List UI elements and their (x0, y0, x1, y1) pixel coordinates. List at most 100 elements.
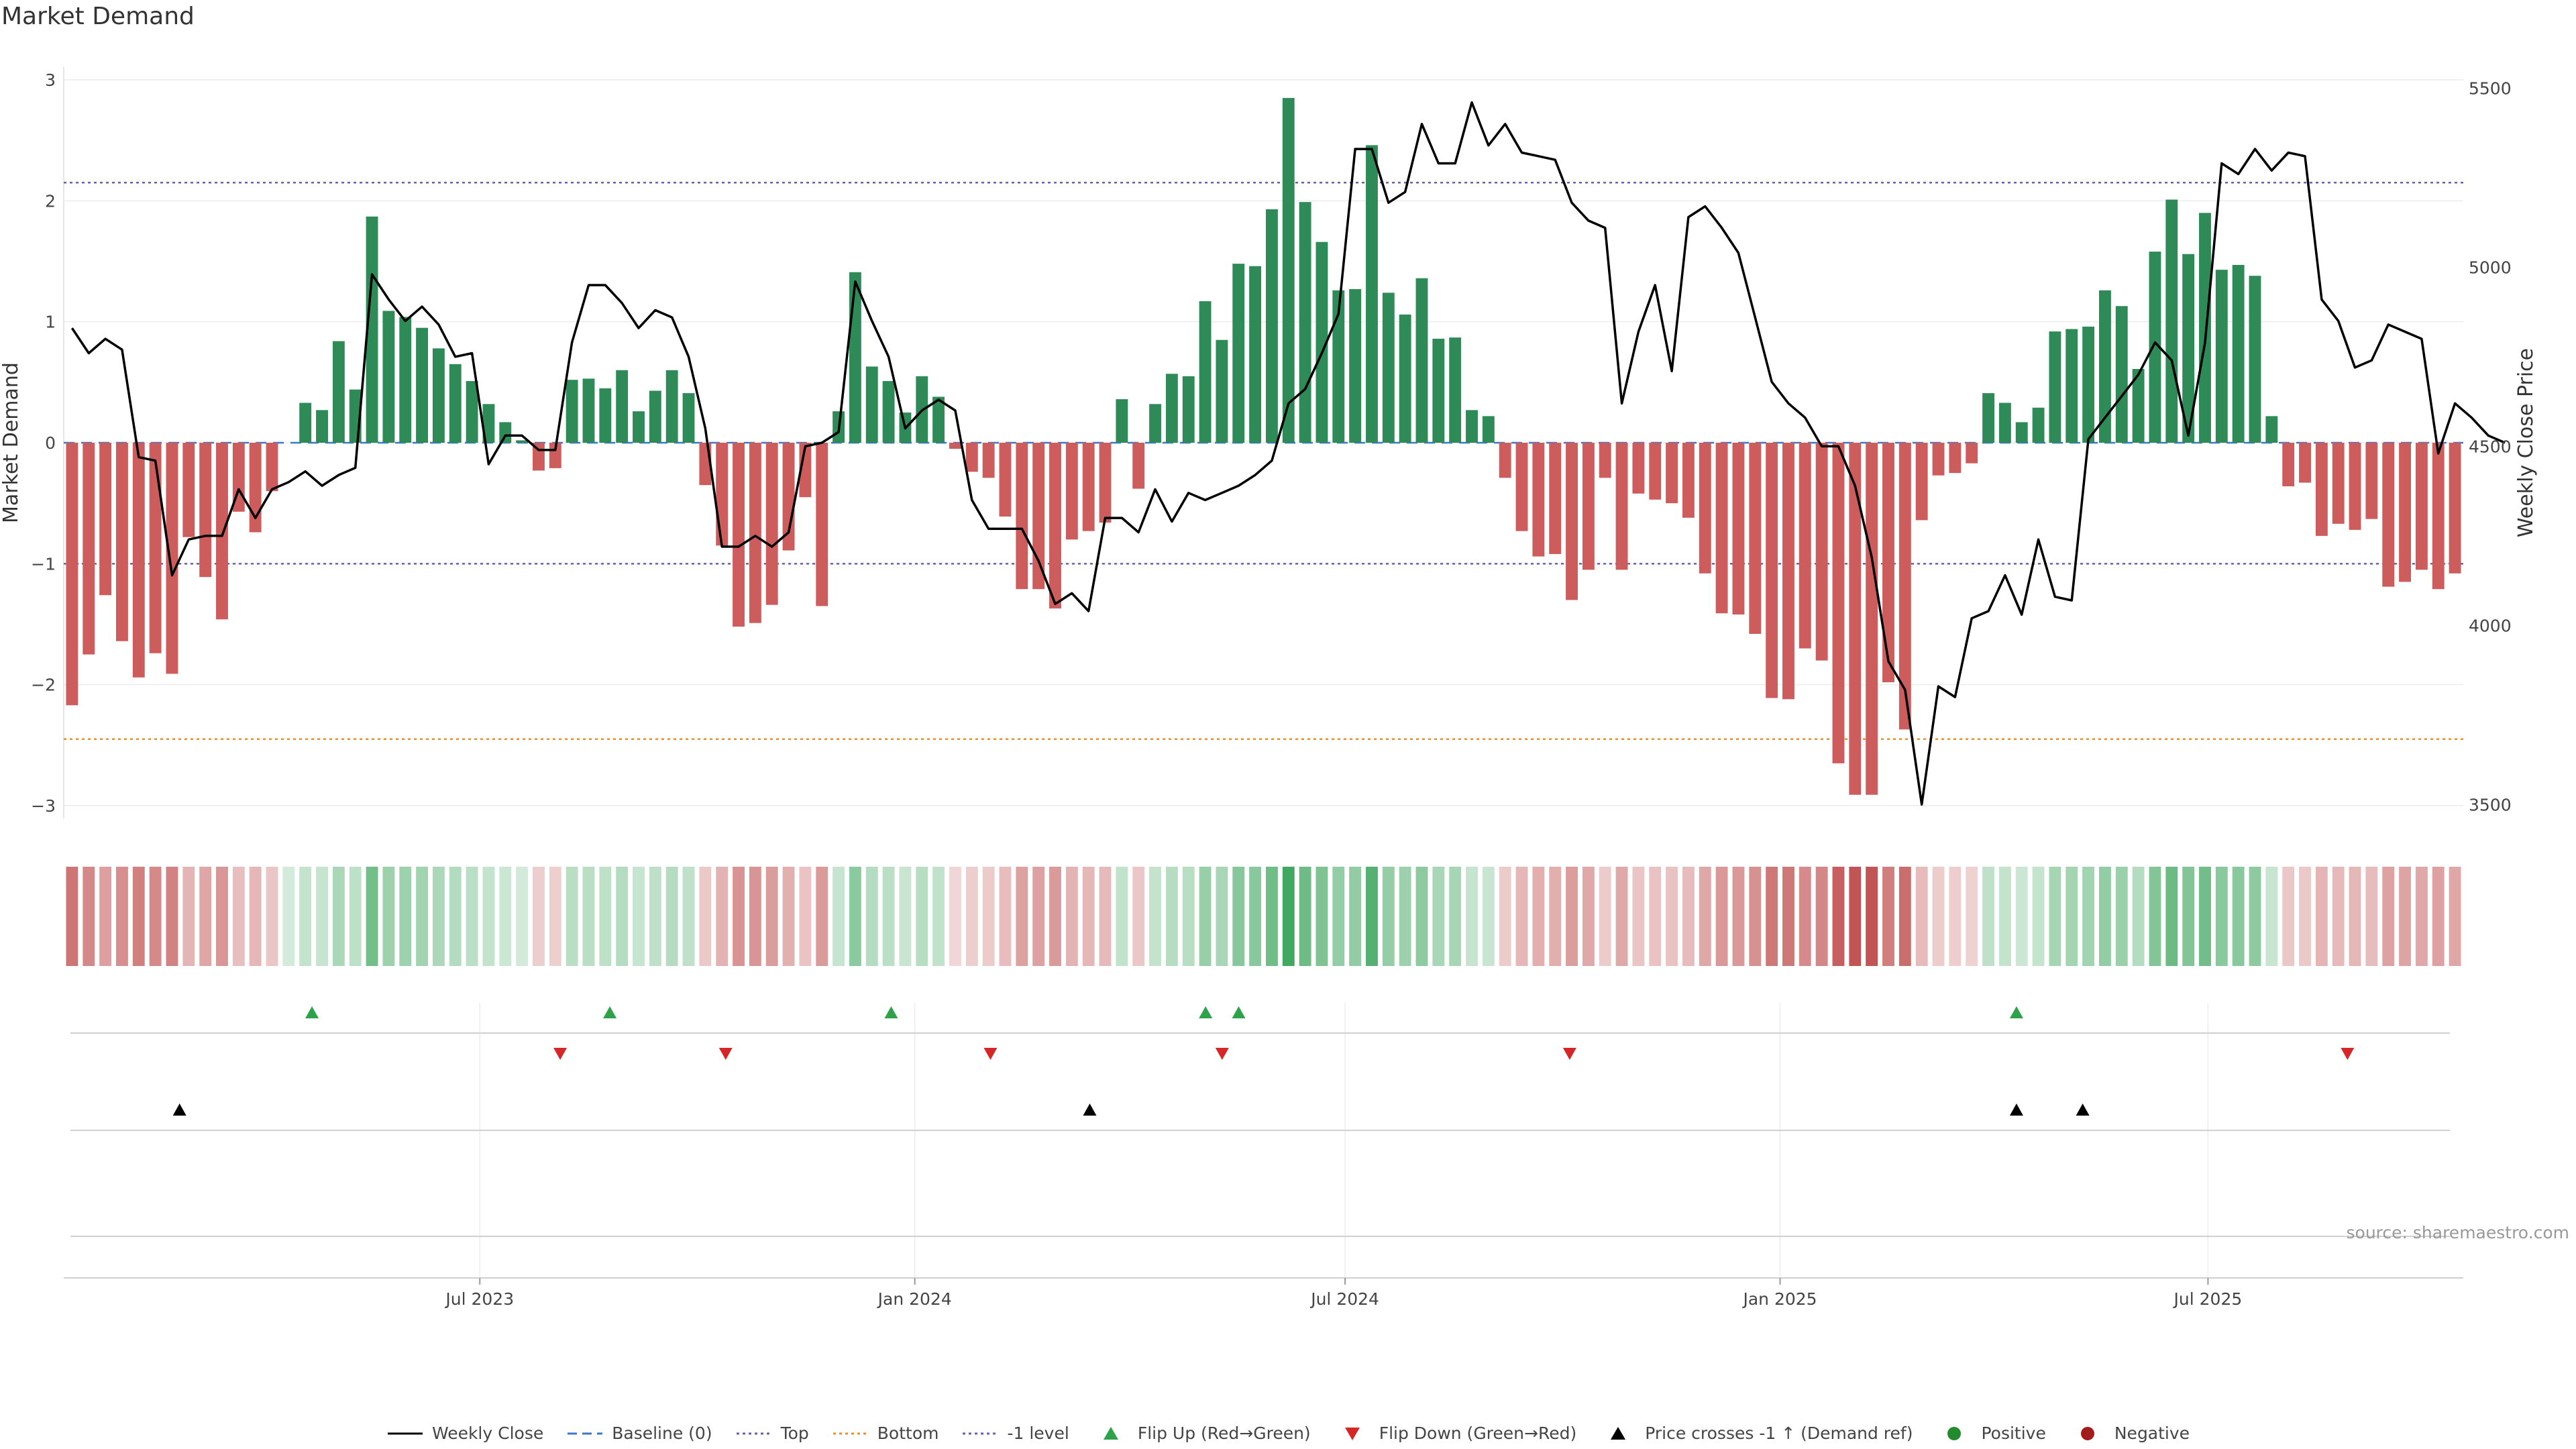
demand-bar (999, 443, 1012, 517)
demand-bar (382, 311, 395, 443)
heat-cell (1815, 867, 1828, 966)
demand-bar (2332, 443, 2345, 524)
left-tick-label: −3 (31, 796, 56, 816)
demand-bar (1032, 443, 1045, 590)
demand-bar (1832, 443, 1845, 763)
heat-cell (1649, 867, 1662, 966)
demand-bar (1299, 202, 1311, 443)
demand-bar (1615, 443, 1628, 570)
demand-bar (2382, 443, 2395, 587)
demand-bar (816, 443, 828, 606)
demand-bar (1366, 145, 1378, 443)
dotted-line-icon (963, 1432, 998, 1434)
heat-cell (982, 867, 995, 966)
reference-lines (64, 182, 2463, 741)
heat-cell (2082, 867, 2095, 966)
flip-up-marker (1232, 1006, 1246, 1018)
demand-bar (2299, 443, 2311, 483)
heat-cell (2432, 867, 2445, 966)
heat-cell (999, 867, 1012, 966)
heat-cell (1515, 867, 1528, 966)
demand-bar (2399, 443, 2412, 582)
demand-bar (1898, 443, 1911, 730)
legend-item: Baseline (0) (566, 1424, 712, 1443)
heat-cell (1249, 867, 1262, 966)
heat-cell (1832, 867, 1845, 966)
demand-bar (99, 443, 112, 596)
demand-bar (482, 404, 495, 443)
heat-cell (1882, 867, 1894, 966)
demand-bar (1849, 443, 1862, 795)
heat-cell (1382, 867, 1395, 966)
heat-cell (1632, 867, 1645, 966)
flip-down-marker (718, 1048, 733, 1060)
demand-bar (1065, 443, 1078, 540)
demand-bar (882, 381, 895, 443)
heat-cell (1599, 867, 1611, 966)
heat-cell (1782, 867, 1794, 966)
solid-line-icon (387, 1432, 423, 1434)
demand-bar (1349, 288, 1362, 443)
x-tick-label: Jul 2024 (1309, 1289, 1379, 1309)
heat-cell (899, 867, 912, 966)
demand-bar (2182, 254, 2195, 443)
demand-bar (865, 366, 878, 443)
demand-bar (2132, 369, 2145, 443)
demand-bar (1666, 443, 1678, 504)
left-tick-label: 3 (45, 70, 56, 90)
heat-cell (1165, 867, 1178, 966)
heat-cell (1732, 867, 1745, 966)
heat-cell (1982, 867, 1994, 966)
heat-cell (199, 867, 212, 966)
heat-cell (1699, 867, 1711, 966)
demand-bar (366, 216, 378, 443)
circle-icon (1947, 1426, 1962, 1440)
heat-cell (1766, 867, 1778, 966)
legend-label: Negative (2114, 1424, 2190, 1443)
demand-bar (1582, 443, 1595, 570)
left-tick-label: 1 (45, 313, 56, 332)
demand-bar (633, 411, 645, 443)
demand-bar (2415, 443, 2428, 570)
demand-bar (66, 443, 78, 706)
heat-cell (2282, 867, 2295, 966)
demand-bar (2365, 443, 2378, 519)
x-tick-label: Jan 2024 (877, 1289, 952, 1309)
demand-bar (1265, 209, 1278, 443)
chart-title: Market Demand (1, 3, 195, 30)
demand-bar (765, 443, 778, 605)
heat-cell (549, 867, 561, 966)
heat-cell (716, 867, 729, 966)
heat-cell (149, 867, 162, 966)
demand-bar (2232, 264, 2245, 443)
legend-item: Weekly Close (386, 1424, 543, 1443)
heat-cell (733, 867, 745, 966)
heat-cell (1049, 867, 1061, 966)
legend-label: Flip Down (Green→Red) (1379, 1424, 1577, 1443)
heat-cell (2098, 867, 2111, 966)
heat-cell (2449, 867, 2461, 966)
heat-cell (649, 867, 661, 966)
heat-cell (949, 867, 961, 966)
heat-cell (633, 867, 645, 966)
demand-bar (1799, 443, 1811, 649)
demand-bar (1715, 443, 1728, 614)
legend-item: Flip Down (Green→Red) (1334, 1424, 1577, 1443)
heat-cell (99, 867, 112, 966)
demand-bar (2032, 407, 2045, 443)
demand-bar (499, 422, 512, 443)
demand-bar (1815, 443, 1828, 661)
demand-bar (516, 440, 529, 443)
demand-bar (1132, 443, 1145, 489)
demand-bar (733, 443, 745, 627)
demand-bar (1415, 278, 1428, 443)
legend-item: -1 level (961, 1424, 1069, 1443)
heat-cell (499, 867, 512, 966)
heat-cell (2265, 867, 2278, 966)
demand-bar (1766, 443, 1778, 698)
demand-bar (399, 317, 412, 443)
demand-heat-strip (66, 867, 2461, 966)
demand-bar (1915, 443, 1928, 521)
heat-cell (2199, 867, 2211, 966)
